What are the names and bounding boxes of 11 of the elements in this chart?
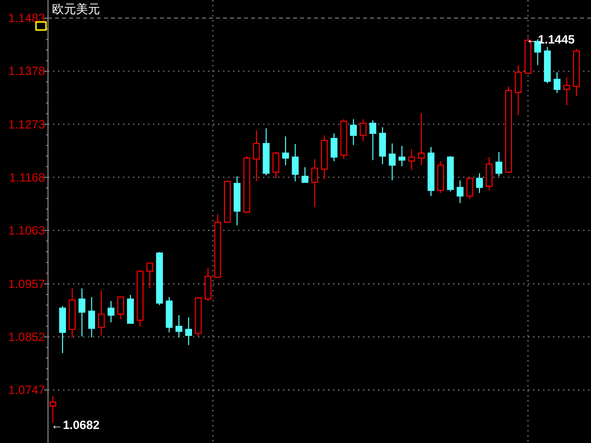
annotation: ←1.0682 — [50, 418, 100, 432]
chart-title: 欧元美元 — [52, 2, 100, 16]
y-tick-label: 1.0747 — [8, 382, 46, 397]
y-tick-label: 1.1168 — [9, 170, 46, 184]
y-tick-label: 1.1483 — [8, 11, 46, 26]
y-tick-label: 1.0852 — [8, 330, 46, 344]
annotation: ←1.1445 — [526, 32, 576, 46]
y-tick-label: 1.0957 — [8, 276, 46, 291]
y-tick-label: 1.1273 — [8, 117, 46, 132]
y-tick-label: 1.1378 — [8, 64, 46, 78]
y-tick-label: 1.1063 — [8, 223, 46, 238]
